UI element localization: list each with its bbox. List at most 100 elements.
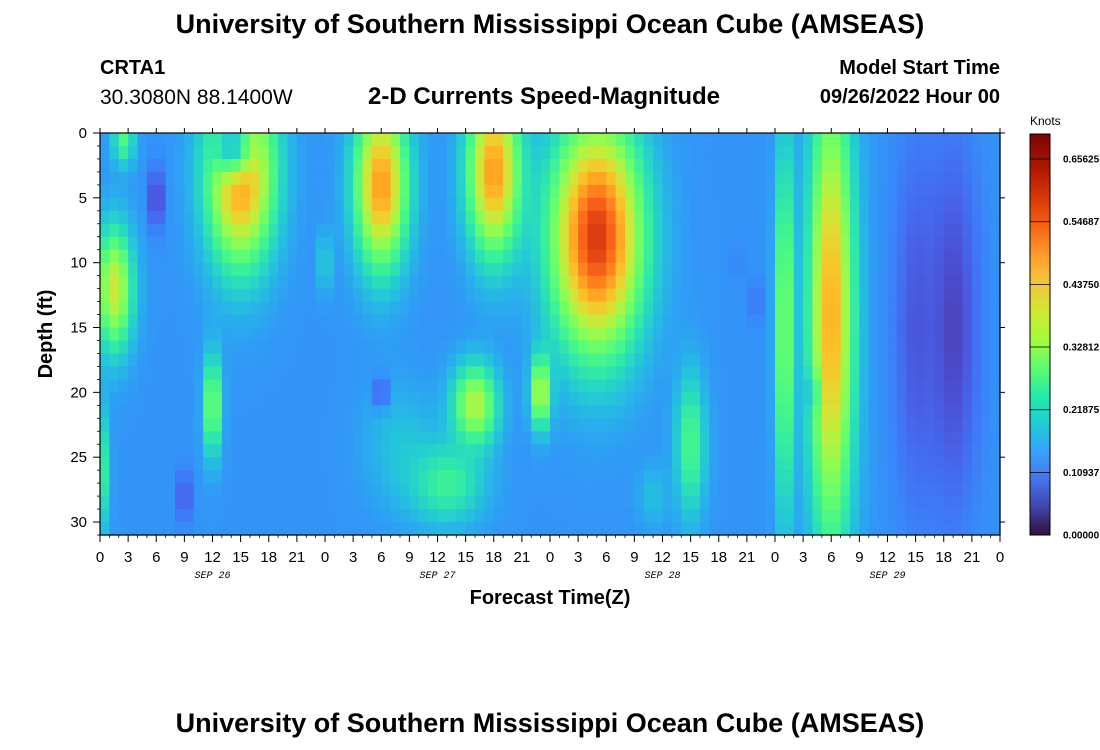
heatmap-cell <box>821 379 832 393</box>
heatmap-cell <box>203 470 214 484</box>
heatmap-cell <box>559 405 570 419</box>
heatmap-cell <box>784 275 795 290</box>
heatmap-cell <box>568 418 579 432</box>
heatmap-cell <box>850 353 860 368</box>
heatmap-cell <box>953 353 964 368</box>
heatmap-cell <box>934 197 945 212</box>
heatmap-cell <box>896 236 907 251</box>
x-tick-label: 18 <box>935 549 952 566</box>
heatmap-cell <box>775 327 785 342</box>
heatmap-cell <box>690 379 701 393</box>
heatmap-cell <box>550 522 560 536</box>
heatmap-cell <box>184 340 195 355</box>
heatmap-cell <box>137 197 148 212</box>
heatmap-cell <box>850 197 860 212</box>
heatmap-cell <box>259 184 270 199</box>
heatmap-cell <box>250 353 260 368</box>
heatmap-cell <box>306 392 317 406</box>
heatmap-cell <box>859 509 870 523</box>
heatmap-cell <box>128 431 139 445</box>
heatmap-cell <box>700 327 710 342</box>
heatmap-cell <box>550 483 560 497</box>
heatmap-cell <box>418 301 429 316</box>
heatmap-cell <box>606 353 617 368</box>
heatmap-cell <box>531 275 542 290</box>
heatmap-cell <box>315 327 326 342</box>
heatmap-cell <box>250 236 260 251</box>
x-tick-label: 9 <box>630 549 638 566</box>
heatmap-cell <box>493 171 504 186</box>
heatmap-cell <box>409 509 420 523</box>
heatmap-cell <box>812 522 823 536</box>
heatmap-cell <box>287 444 298 458</box>
heatmap-cell <box>193 275 204 290</box>
heatmap-cell <box>221 418 232 432</box>
y-tick-label: 15 <box>70 320 87 337</box>
heatmap-cell <box>578 483 589 497</box>
heatmap-cell <box>390 418 401 432</box>
heatmap-cell <box>446 483 457 497</box>
heatmap-cell <box>634 327 645 342</box>
heatmap-cell <box>465 133 476 147</box>
heatmap-cell <box>878 405 889 419</box>
heatmap-cell <box>362 522 373 536</box>
heatmap-cell <box>193 314 204 329</box>
heatmap-cell <box>362 496 373 510</box>
heatmap-cell <box>381 366 392 380</box>
chart-area: 0 3 6 9 12 15 18 21 0 3 6 9 12 15 18 21 0 3 6 9 12 15 18 21 0 3 6 9… <box>35 114 1100 609</box>
heatmap-cell <box>428 418 439 432</box>
heatmap-cell <box>437 223 448 238</box>
heatmap-cell <box>840 327 851 342</box>
heatmap-cell <box>446 314 457 329</box>
heatmap-cell <box>437 522 448 536</box>
heatmap-cell <box>512 236 523 251</box>
heatmap-cell <box>296 223 307 238</box>
heatmap-cell <box>325 444 335 458</box>
heatmap-cell <box>118 197 129 212</box>
heatmap-cell <box>737 210 748 225</box>
heatmap-cell <box>503 353 514 368</box>
heatmap-cell <box>859 522 870 536</box>
heatmap-cell <box>137 223 148 238</box>
heatmap-cell <box>465 327 476 342</box>
heatmap-cell <box>128 418 139 432</box>
heatmap-cell <box>990 236 1001 251</box>
heatmap-cell <box>221 288 232 303</box>
heatmap-cell <box>990 366 1001 380</box>
heatmap-cell <box>475 275 485 290</box>
heatmap-cell <box>550 353 560 368</box>
heatmap-cell <box>493 496 504 510</box>
heatmap-cell <box>840 210 851 225</box>
heatmap-cell <box>100 327 110 342</box>
heatmap-cell <box>259 483 270 497</box>
heatmap-cell <box>718 509 729 523</box>
heatmap-cell <box>718 522 729 536</box>
heatmap-cell <box>278 444 289 458</box>
heatmap-cell <box>671 405 682 419</box>
heatmap-cell <box>400 314 410 329</box>
heatmap-cell <box>671 340 682 355</box>
heatmap-cell <box>587 431 598 445</box>
model-start-label: Model Start Time <box>839 57 1000 79</box>
heatmap-cell <box>887 288 898 303</box>
heatmap-cell <box>446 522 457 536</box>
heatmap-cell <box>184 470 195 484</box>
date-label: SEP 28 <box>644 571 680 582</box>
heatmap-cell <box>746 145 757 160</box>
heatmap-cell <box>859 275 870 290</box>
heatmap-cell <box>737 262 748 277</box>
heatmap-cell <box>803 158 814 173</box>
heatmap-cell <box>184 379 195 393</box>
heatmap-cell <box>568 145 579 160</box>
heatmap-cell <box>643 457 654 471</box>
heatmap-cell <box>728 262 739 277</box>
heatmap-cell <box>268 133 279 147</box>
heatmap-cell <box>118 171 129 186</box>
heatmap-cell <box>278 262 289 277</box>
heatmap-cell <box>596 366 607 380</box>
heatmap-cell <box>943 340 954 355</box>
heatmap-cell <box>137 340 148 355</box>
heatmap-cell <box>643 197 654 212</box>
heatmap-cell <box>925 353 935 368</box>
heatmap-cell <box>925 133 935 147</box>
